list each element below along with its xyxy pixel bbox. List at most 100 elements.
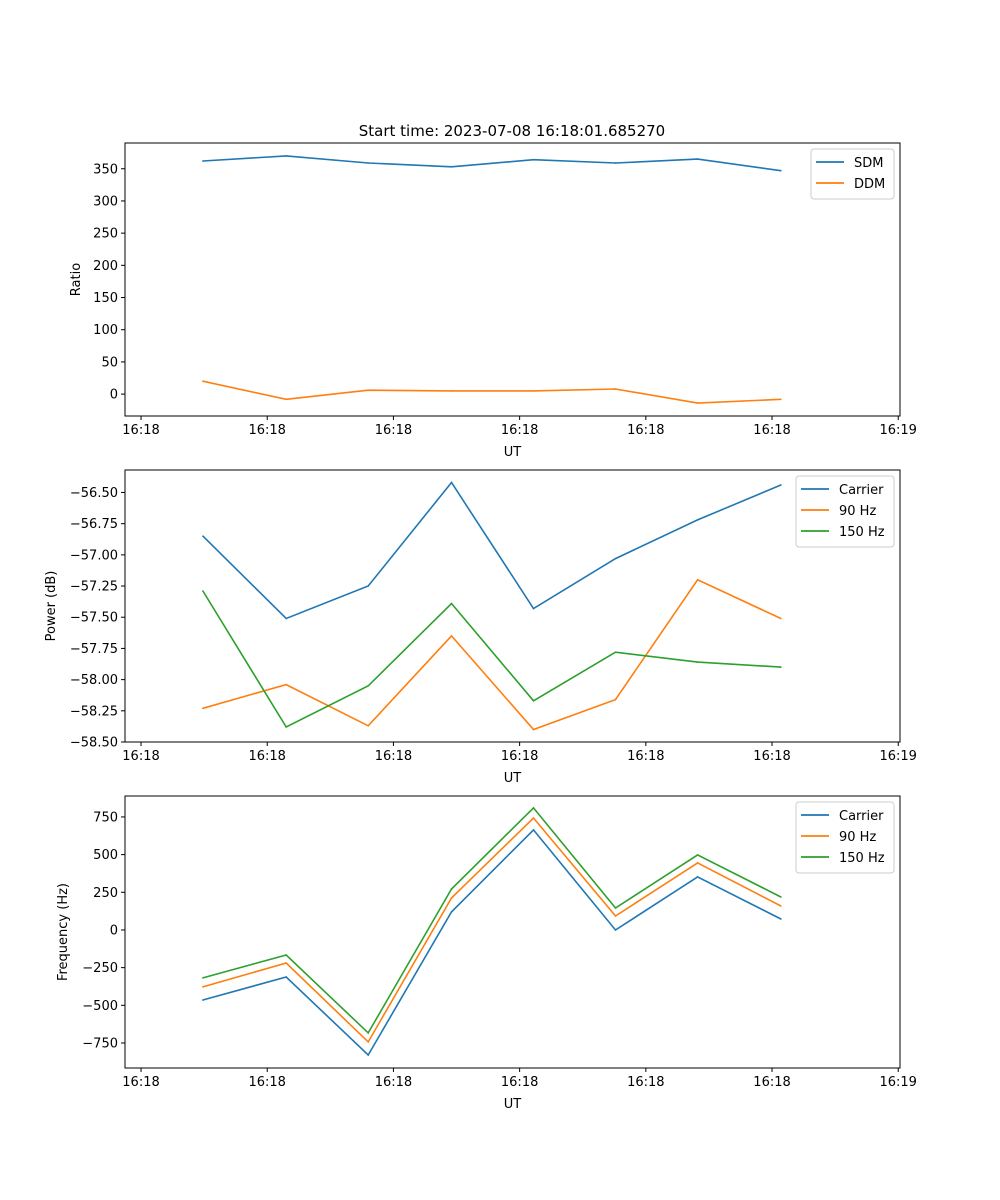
legend-label: DDM — [854, 177, 885, 192]
y-tick-label: −58.50 — [70, 736, 118, 751]
y-tick-label: −57.25 — [70, 580, 118, 595]
series-line-carrier — [202, 481, 782, 620]
x-tick-label: 16:18 — [627, 423, 664, 438]
x-tick-label: 16:18 — [248, 749, 285, 764]
data-point — [285, 155, 287, 157]
y-tick-label: −56.50 — [70, 486, 118, 501]
data-point — [780, 398, 782, 401]
data-point — [450, 166, 453, 168]
data-point — [367, 685, 369, 687]
data-point — [450, 635, 453, 637]
y-tick-label: −750 — [82, 1036, 118, 1051]
y-tick-label: −57.75 — [70, 642, 118, 657]
legend-label: 90 Hz — [839, 504, 876, 519]
data-point — [202, 986, 204, 988]
data-point — [285, 726, 287, 728]
data-point — [696, 578, 699, 581]
y-tick-label: −250 — [82, 961, 118, 976]
data-point — [450, 897, 453, 899]
data-point — [696, 876, 699, 878]
axes-frame — [124, 469, 901, 743]
data-point — [450, 390, 453, 392]
data-point — [450, 481, 453, 484]
axes-frame — [124, 142, 901, 417]
data-point — [614, 162, 617, 164]
y-tick-label: 250 — [93, 227, 118, 242]
data-point — [780, 666, 782, 668]
data-point — [614, 651, 617, 653]
x-tick-label: 16:19 — [879, 423, 916, 438]
x-tick-label: 16:18 — [501, 749, 538, 764]
legend: Carrier 90 Hz 150 Hz — [795, 475, 895, 548]
y-tick-label: −56.75 — [70, 517, 118, 532]
x-tick-label: 16:18 — [753, 423, 790, 438]
legend: Carrier 90 Hz 150 Hz — [795, 801, 895, 874]
y-tick-label: 0 — [110, 388, 118, 403]
x-axis-label: UT — [504, 1097, 522, 1112]
data-point — [696, 661, 699, 663]
data-point — [202, 590, 204, 592]
data-point — [532, 807, 535, 809]
y-tick-label: 750 — [93, 810, 118, 825]
data-point — [780, 896, 782, 898]
y-axis-label: Ratio — [69, 263, 84, 296]
series-line-150-hz — [202, 590, 781, 729]
y-axis-label: Frequency (Hz) — [56, 883, 71, 981]
x-tick-label: 16:18 — [248, 423, 285, 438]
data-point — [367, 1054, 369, 1056]
data-point — [202, 707, 204, 710]
data-point — [450, 602, 453, 605]
y-tick-label: 150 — [93, 291, 118, 306]
series-line-sdm — [202, 155, 782, 172]
data-point — [532, 728, 535, 731]
legend-box — [795, 801, 895, 874]
y-tick-label: 300 — [93, 194, 118, 209]
x-tick-label: 16:18 — [753, 749, 790, 764]
x-tick-label: 16:19 — [879, 749, 916, 764]
legend-label: 150 Hz — [839, 851, 885, 866]
data-point — [780, 918, 782, 920]
y-tick-label: −57.50 — [70, 611, 118, 626]
series-line-carrier — [202, 828, 782, 1057]
data-point — [202, 999, 204, 1001]
legend-label: Carrier — [839, 483, 884, 498]
data-point — [532, 390, 535, 392]
legend: SDM DDM — [810, 148, 895, 200]
data-point — [780, 169, 782, 172]
subplot-2: 16:18 16:18 16:18 16:18 16:18 16:18 16:19 −58.5… — [44, 469, 917, 786]
data-point — [532, 158, 535, 161]
legend-label: 90 Hz — [839, 830, 876, 845]
data-point — [780, 617, 782, 620]
y-tick-label: −57.00 — [70, 548, 118, 563]
data-point — [202, 535, 204, 537]
data-point — [696, 862, 699, 864]
data-point — [202, 160, 204, 162]
x-tick-label: 16:18 — [248, 1075, 285, 1090]
data-point — [532, 829, 535, 831]
data-point — [696, 158, 699, 160]
data-point — [614, 907, 617, 909]
data-point — [614, 557, 617, 560]
y-tick-label: 350 — [93, 162, 118, 177]
y-tick-label: 50 — [101, 355, 118, 370]
x-tick-label: 16:19 — [879, 1075, 916, 1090]
x-tick-label: 16:18 — [501, 1075, 538, 1090]
y-tick-label: −500 — [82, 999, 118, 1014]
data-point — [450, 888, 453, 890]
legend-label: Carrier — [839, 809, 884, 824]
y-tick-label: −58.25 — [70, 704, 118, 719]
subplot-3: 16:18 16:18 16:18 16:18 16:18 16:18 16:19 −750 −… — [56, 795, 917, 1112]
x-axis-label: UT — [504, 445, 522, 460]
x-tick-label: 16:18 — [122, 749, 159, 764]
y-axis-label: Power (dB) — [44, 571, 59, 642]
data-point — [614, 915, 617, 917]
data-point — [367, 162, 369, 164]
x-tick-label: 16:18 — [627, 1075, 664, 1090]
series-line-150-hz — [202, 806, 782, 1035]
x-tick-label: 16:18 — [753, 1075, 790, 1090]
x-tick-label: 16:18 — [122, 423, 159, 438]
data-point — [285, 398, 287, 401]
y-tick-label: 500 — [93, 848, 118, 863]
data-point — [367, 585, 369, 587]
x-tick-label: 16:18 — [627, 749, 664, 764]
